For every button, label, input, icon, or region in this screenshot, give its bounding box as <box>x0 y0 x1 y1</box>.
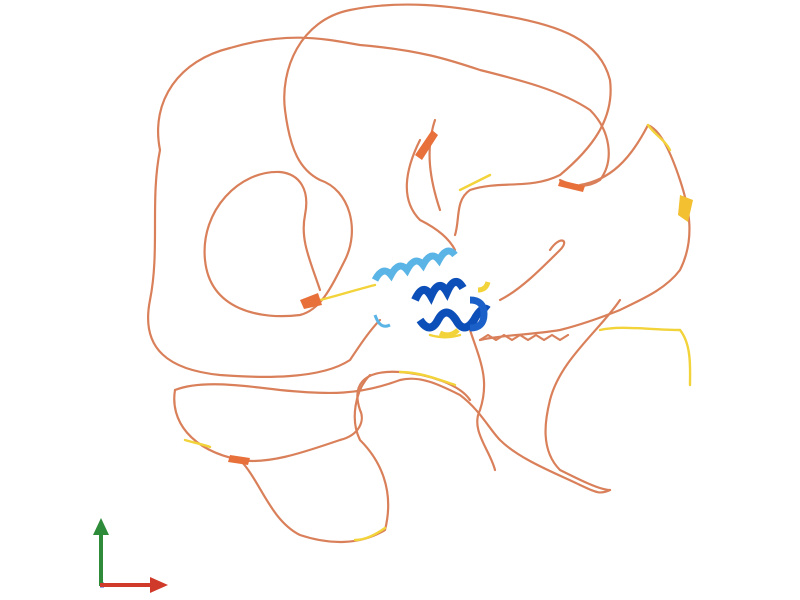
strand <box>228 455 250 465</box>
strand <box>300 293 322 309</box>
coil-loop-lower-center <box>173 377 612 494</box>
segment <box>598 326 692 387</box>
x-axis-arrow-icon <box>150 577 168 593</box>
coil-loop-top-inner <box>203 8 353 318</box>
strand <box>558 180 585 192</box>
helix-dark-1 <box>411 278 467 305</box>
coil-loop-right <box>478 123 691 342</box>
segment <box>646 123 672 152</box>
helix-dark-2 <box>416 304 491 332</box>
coil-loop-wavy <box>478 333 570 342</box>
coil-loop-top-right <box>348 3 612 237</box>
helix-light-2 <box>373 314 391 328</box>
coil-loop-right-lower <box>544 298 622 492</box>
coil-loop-bottom <box>238 373 390 543</box>
axis-indicator <box>93 518 168 593</box>
segment <box>318 283 377 302</box>
beta-strands <box>228 130 693 465</box>
y-axis-arrow-icon <box>93 518 109 535</box>
coil-backbone <box>147 3 691 543</box>
coil-loop-center-right <box>468 239 566 472</box>
helix-domain <box>371 247 491 338</box>
low-confidence-segments <box>183 123 692 542</box>
coil-loop-mid <box>405 118 457 252</box>
strand <box>678 195 693 222</box>
helix-light <box>371 247 458 282</box>
helix-dark-3 <box>469 296 488 332</box>
segment <box>353 526 387 542</box>
coil-loop-outer-left <box>147 46 382 378</box>
segment <box>398 370 457 387</box>
strand <box>415 130 438 160</box>
coil-loop-top <box>228 36 610 187</box>
segment <box>183 438 212 449</box>
segment <box>458 173 492 192</box>
helix-yellow <box>438 281 491 338</box>
